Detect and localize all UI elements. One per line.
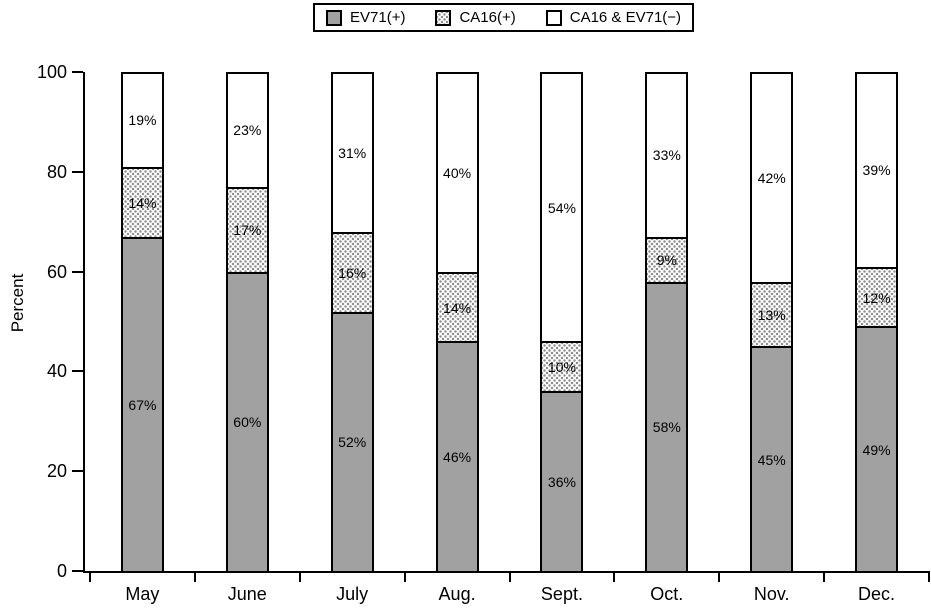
bar-value-label: 31%	[338, 144, 367, 161]
bar-value-label: 58%	[652, 419, 681, 436]
bar-may-segment-ca16: 14%	[120, 166, 164, 237]
y-tick	[72, 370, 83, 373]
bar-oct-segment-ev71: 58%	[645, 281, 689, 573]
y-tick	[72, 170, 83, 173]
chart-legend: EV71(+) CA16(+) CA16 & EV71(−)	[313, 3, 695, 32]
bar-value-label: 14%	[443, 299, 472, 316]
legend-item-ca16-ev71: CA16 & EV71(−)	[545, 9, 682, 26]
x-tick	[613, 573, 616, 582]
bar-value-label: 19%	[128, 112, 157, 129]
legend-swatch-white-icon	[545, 9, 562, 26]
bar-nov-segment-ca16-ev71: 42%	[750, 72, 794, 282]
bar-value-label: 49%	[862, 441, 891, 458]
bar-sept-segment-ca16-ev71: 54%	[540, 72, 584, 342]
legend-item-ev71: EV71(+)	[326, 9, 405, 26]
y-axis-line	[83, 72, 85, 573]
x-axis-line	[83, 571, 930, 573]
x-tick	[718, 573, 721, 582]
bar-oct-segment-ca16-ev71: 33%	[645, 72, 689, 237]
bar-june-segment-ca16: 17%	[225, 186, 269, 272]
x-category-label-oct: Oct.	[650, 584, 684, 604]
bar-value-label: 42%	[757, 169, 786, 186]
y-tick-label: 60	[46, 261, 67, 282]
legend-swatch-solid-gray-icon	[326, 9, 342, 26]
bar-value-label: 52%	[338, 434, 367, 451]
y-tick-label: 100	[36, 62, 67, 82]
bar-value-label: 36%	[547, 474, 576, 491]
legend-label: CA16 & EV71(−)	[569, 9, 682, 26]
bar-value-label: 17%	[233, 222, 262, 239]
y-tick	[72, 470, 83, 473]
bar-dec-segment-ca16: 12%	[855, 266, 899, 327]
bar-value-label: 60%	[233, 414, 262, 431]
bar-value-label: 40%	[443, 164, 472, 181]
x-tick	[823, 573, 826, 582]
y-tick-label: 80	[46, 161, 67, 182]
x-tick	[298, 573, 301, 582]
x-category-label-may: May	[125, 584, 160, 604]
bar-value-label: 23%	[233, 122, 262, 139]
bar-value-label: 54%	[547, 199, 576, 216]
bar-oct-segment-ca16: 9%	[645, 236, 689, 282]
y-tick-label: 20	[46, 461, 67, 482]
bar-aug-segment-ca16-ev71: 40%	[435, 72, 479, 272]
bar-aug-segment-ca16: 14%	[435, 271, 479, 342]
x-tick	[193, 573, 196, 582]
bar-nov-segment-ca16: 13%	[750, 281, 794, 347]
y-tick-label: 40	[46, 361, 67, 382]
bar-value-label: 12%	[862, 289, 891, 306]
x-tick	[89, 573, 91, 582]
bar-value-label: 39%	[862, 162, 891, 179]
bar-may-segment-ev71: 67%	[120, 236, 164, 573]
x-category-label-aug: Aug.	[438, 584, 476, 604]
bar-value-label: 14%	[128, 194, 157, 211]
bar-nov-segment-ev71: 45%	[750, 346, 794, 573]
bar-value-label: 16%	[338, 264, 367, 281]
bar-value-label: 9%	[656, 252, 677, 269]
bar-sept-segment-ev71: 36%	[540, 391, 584, 573]
y-tick-label: 0	[56, 561, 67, 581]
y-tick	[72, 570, 83, 572]
bar-value-label: 45%	[757, 451, 786, 468]
legend-label: EV71(+)	[350, 9, 406, 26]
x-tick	[928, 573, 930, 582]
legend-item-ca16: CA16(+)	[435, 9, 516, 26]
bar-july-segment-ca16: 16%	[330, 231, 374, 312]
bar-may-segment-ca16-ev71: 19%	[120, 72, 164, 167]
bar-value-label: 46%	[443, 449, 472, 466]
bar-value-label: 10%	[547, 359, 576, 376]
bar-value-label: 33%	[652, 147, 681, 164]
bar-june-segment-ca16-ev71: 23%	[225, 72, 269, 187]
bar-june-segment-ev71: 60%	[225, 271, 269, 573]
y-tick	[72, 71, 83, 73]
bar-sept-segment-ca16: 10%	[540, 341, 584, 392]
x-category-label-june: June	[227, 584, 267, 604]
x-category-label-july: July	[336, 584, 369, 604]
legend-label: CA16(+)	[459, 9, 516, 26]
x-tick	[508, 573, 511, 582]
x-category-label-nov: Nov.	[753, 584, 790, 604]
legend-swatch-stipple-icon	[435, 9, 452, 26]
y-tick	[72, 270, 83, 273]
bar-value-label: 13%	[757, 307, 786, 323]
x-category-label-dec: Dec.	[858, 584, 896, 604]
x-category-label-sept: Sept.	[540, 584, 583, 604]
bar-value-label: 67%	[128, 396, 157, 413]
bar-july-segment-ca16-ev71: 31%	[330, 72, 374, 232]
bar-dec-segment-ev71: 49%	[855, 326, 899, 573]
x-tick	[403, 573, 406, 582]
bar-july-segment-ev71: 52%	[330, 311, 374, 573]
bar-dec-segment-ca16-ev71: 39%	[855, 72, 899, 267]
bar-aug-segment-ev71: 46%	[435, 341, 479, 573]
